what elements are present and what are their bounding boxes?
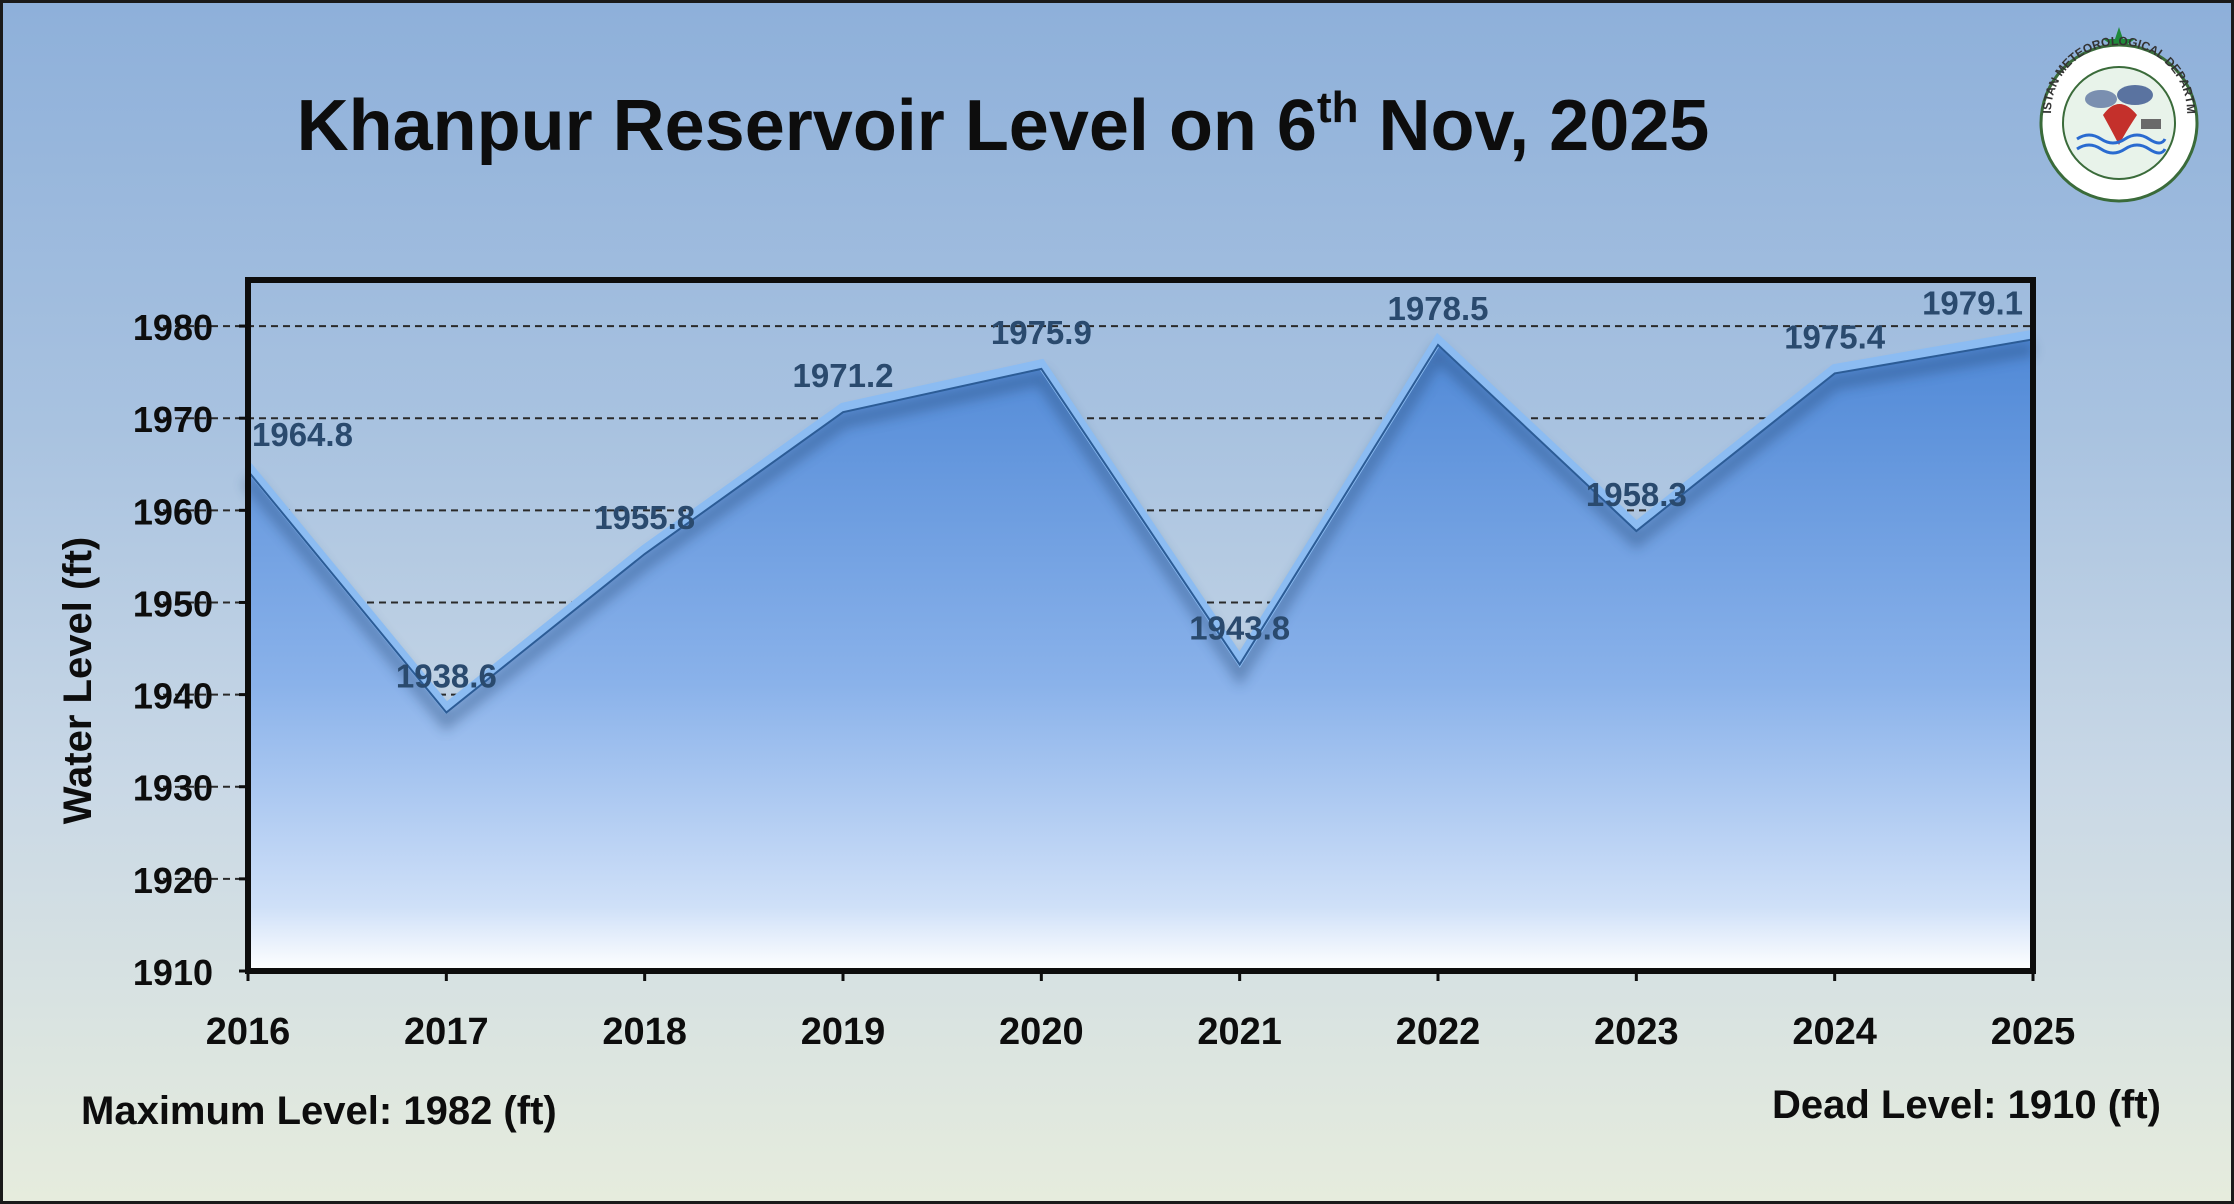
series-line-edge	[247, 338, 2034, 714]
x-tick-label: 2023	[1594, 1011, 1679, 1053]
y-axis-title: Water Level (ft)	[56, 537, 100, 824]
y-tick-label: 1930	[133, 768, 213, 809]
y-tick-label: 1960	[133, 491, 213, 532]
data-label: 1964.8	[252, 416, 353, 453]
pmd-seal-icon: PAKISTAN METEOROLOGICAL DEPARTMENT	[2033, 23, 2199, 203]
maximum-level-note: Maximum Level: 1982 (ft)	[81, 1089, 557, 1133]
data-label: 1978.5	[1388, 290, 1489, 327]
chart-title: Khanpur Reservoir Level on 6th Nov, 2025	[3, 83, 2003, 167]
data-label: 1958.3	[1586, 476, 1687, 513]
x-tick-label: 2019	[801, 1011, 886, 1053]
data-label: 1955.8	[594, 499, 695, 536]
x-tick-label: 2017	[404, 1011, 489, 1053]
title-prefix: Khanpur Reservoir Level on 6	[296, 86, 1317, 166]
data-labels: 1964.8 1938.6 1955.8 1971.2 1975.9 1943.8 1978…	[252, 284, 2023, 694]
y-tick-label: 1920	[133, 860, 213, 901]
x-tick-label: 2021	[1197, 1011, 1282, 1053]
series-line	[244, 329, 2034, 714]
data-label: 1975.4	[1784, 318, 1886, 355]
y-tick-label: 1940	[133, 676, 213, 717]
x-tick-label: 2020	[999, 1011, 1084, 1053]
data-label: 1975.9	[991, 314, 1092, 351]
title-suffix: Nov, 2025	[1358, 86, 1710, 166]
x-tick-label: 2016	[206, 1011, 291, 1053]
x-tick-label: 2018	[602, 1011, 687, 1053]
data-label: 1938.6	[396, 657, 497, 694]
title-superscript: th	[1316, 83, 1359, 132]
data-label: 1979.1	[1922, 284, 2023, 321]
x-tick-label: 2022	[1396, 1011, 1481, 1053]
x-tick-label: 2025	[1991, 1011, 2076, 1053]
y-tick-label: 1970	[133, 399, 213, 440]
x-tick-label: 2024	[1792, 1011, 1877, 1053]
data-label: 1943.8	[1189, 610, 1290, 647]
y-tick-label: 1910	[133, 952, 213, 993]
dead-level-note: Dead Level: 1910 (ft)	[1771, 1083, 2161, 1127]
y-tick-label: 1980	[133, 307, 213, 348]
area-series	[242, 329, 2035, 972]
axes: 1910 1920 1930 1940 1950 1960 1970 1980 2016 2017…	[133, 307, 2075, 1053]
area-chart: 1910 1920 1930 1940 1950 1960 1970 1980 2016 2017…	[56, 277, 2075, 1053]
y-tick-label: 1950	[133, 583, 213, 624]
data-label: 1971.2	[793, 357, 894, 394]
plot-frame	[245, 277, 2036, 974]
series-line-shadow	[242, 341, 2035, 732]
